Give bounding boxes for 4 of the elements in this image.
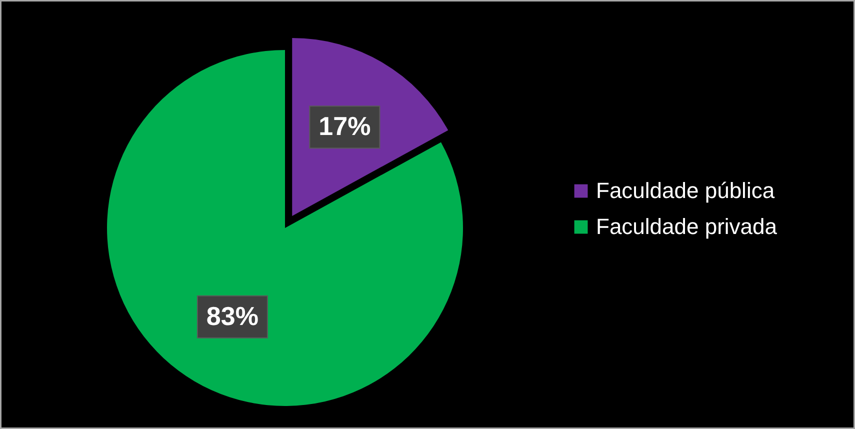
legend-label: Faculdade privada [596,214,778,239]
data-label: 17% [318,111,371,142]
data-label: 83% [206,300,258,331]
legend-label: Faculdade pública [596,178,776,203]
